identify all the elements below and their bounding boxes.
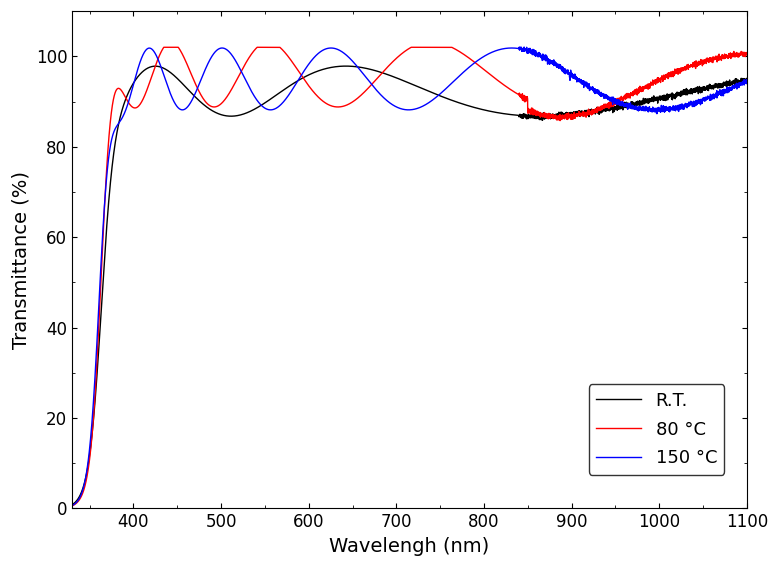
80 °C — [742, 49, 752, 56]
150 °C — [190, 91, 199, 98]
Legend: R.T., 80 °C, 150 °C: R.T., 80 °C, 150 °C — [589, 384, 724, 475]
80 °C — [159, 44, 168, 50]
X-axis label: Wavelengh (nm): Wavelengh (nm) — [330, 537, 489, 556]
150 °C — [742, 77, 752, 84]
R.T. — [622, 101, 632, 108]
R.T. — [472, 105, 481, 112]
80 °C — [190, 79, 199, 86]
Line: R.T.: R.T. — [72, 66, 747, 505]
150 °C — [571, 73, 580, 80]
R.T. — [325, 64, 334, 71]
R.T. — [742, 77, 752, 84]
80 °C — [326, 102, 335, 109]
150 °C — [622, 103, 632, 110]
Line: 150 °C: 150 °C — [72, 47, 747, 506]
150 °C — [68, 502, 77, 509]
80 °C — [68, 502, 77, 509]
80 °C — [472, 61, 481, 67]
R.T. — [190, 93, 199, 100]
150 °C — [514, 44, 523, 50]
Y-axis label: Transmittance (%): Transmittance (%) — [11, 171, 30, 349]
150 °C — [472, 58, 481, 65]
80 °C — [622, 93, 632, 100]
150 °C — [506, 45, 516, 52]
R.T. — [506, 111, 516, 118]
R.T. — [571, 111, 580, 117]
R.T. — [68, 501, 77, 508]
Line: 80 °C: 80 °C — [72, 47, 747, 506]
150 °C — [325, 45, 334, 52]
R.T. — [341, 63, 351, 70]
80 °C — [571, 112, 580, 119]
80 °C — [506, 86, 516, 93]
